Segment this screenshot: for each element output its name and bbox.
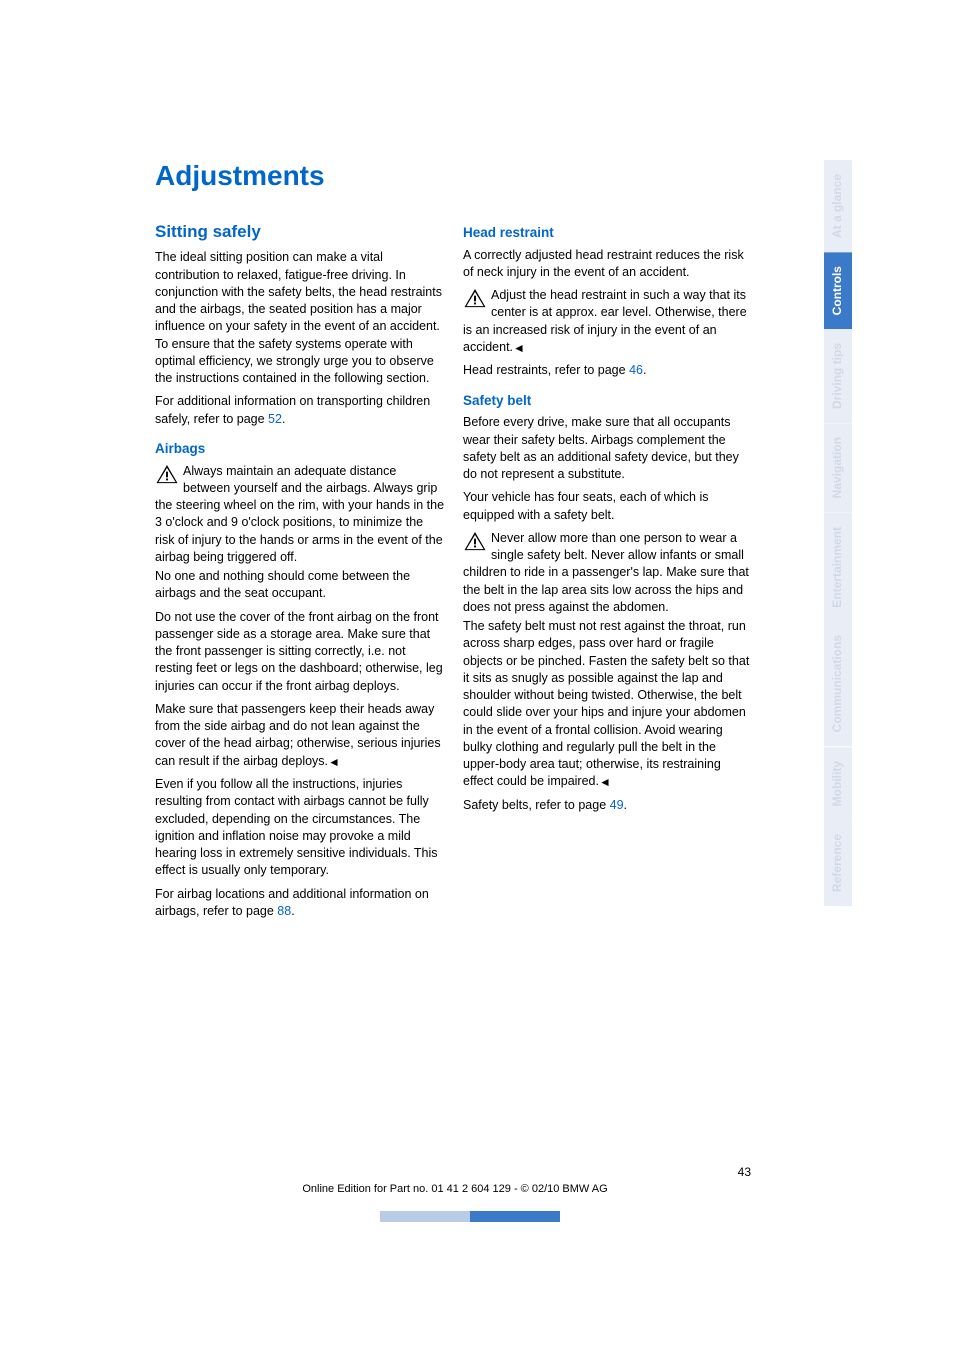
page-link[interactable]: 46: [629, 363, 643, 377]
warning-icon: [155, 464, 179, 485]
footer: 43 Online Edition for Part no. 01 41 2 6…: [155, 1165, 755, 1195]
body-text: No one and nothing should come between t…: [155, 568, 445, 603]
right-column: Head restraint A correctly adjusted head…: [463, 220, 753, 926]
page-link[interactable]: 49: [610, 798, 624, 812]
end-mark-icon: ◄: [513, 340, 525, 357]
tab-reference[interactable]: Reference: [824, 820, 852, 906]
heading-safety-belt: Safety belt: [463, 392, 753, 411]
warning-text: Adjust the head restraint in such a way …: [463, 288, 747, 354]
body-text: Do not use the cover of the front airbag…: [155, 609, 445, 695]
body-text: Make sure that passengers keep their hea…: [155, 701, 445, 770]
body-text: The safety belt must not rest against th…: [463, 618, 753, 791]
body-text: A correctly adjusted head restraint redu…: [463, 247, 753, 282]
body-text: The ideal sitting position can make a vi…: [155, 249, 445, 387]
body-text: Safety belts, refer to page 49.: [463, 797, 753, 814]
heading-airbags: Airbags: [155, 440, 445, 459]
decorative-bar: [380, 1211, 470, 1222]
text-fragment: Head restraints, refer to page: [463, 363, 629, 377]
body-text: Your vehicle has four seats, each of whi…: [463, 489, 753, 524]
warning-paragraph: Never allow more than one person to wear…: [463, 530, 753, 616]
warning-text: Never allow more than one person to wear…: [463, 531, 749, 614]
tab-at-a-glance[interactable]: At a glance: [824, 160, 852, 252]
decorative-bar: [470, 1211, 560, 1222]
side-tabs: At a glanceControlsDriving tipsNavigatio…: [824, 160, 852, 906]
left-column: Sitting safely The ideal sitting positio…: [155, 220, 445, 926]
warning-paragraph: Adjust the head restraint in such a way …: [463, 287, 753, 356]
page-number: 43: [155, 1165, 755, 1179]
warning-text: Always maintain an adequate distance bet…: [155, 464, 444, 564]
page-title: Adjustments: [155, 160, 755, 192]
tab-communications[interactable]: Communications: [824, 621, 852, 746]
tab-mobility[interactable]: Mobility: [824, 747, 852, 820]
tab-controls[interactable]: Controls: [824, 252, 852, 329]
heading-sitting-safely: Sitting safely: [155, 220, 445, 243]
text-fragment: .: [624, 798, 627, 812]
content-columns: Sitting safely The ideal sitting positio…: [155, 220, 755, 926]
body-text: For airbag locations and additional info…: [155, 886, 445, 921]
text-fragment: The safety belt must not rest against th…: [463, 619, 749, 788]
text-fragment: .: [643, 363, 646, 377]
footer-text: Online Edition for Part no. 01 41 2 604 …: [155, 1183, 755, 1195]
body-text: For additional information on transporti…: [155, 393, 445, 428]
body-text: Head restraints, refer to page 46.: [463, 362, 753, 379]
page-link[interactable]: 88: [277, 904, 291, 918]
tab-navigation[interactable]: Navigation: [824, 423, 852, 512]
tab-entertainment[interactable]: Entertainment: [824, 513, 852, 622]
end-mark-icon: ◄: [328, 754, 340, 771]
text-fragment: .: [291, 904, 294, 918]
text-fragment: .: [282, 412, 285, 426]
body-text: Even if you follow all the instructions,…: [155, 776, 445, 880]
text-fragment: Safety belts, refer to page: [463, 798, 610, 812]
text-fragment: For additional information on transporti…: [155, 394, 430, 425]
body-text: Before every drive, make sure that all o…: [463, 414, 753, 483]
end-mark-icon: ◄: [599, 774, 611, 791]
warning-paragraph: Always maintain an adequate distance bet…: [155, 463, 445, 567]
warning-icon: [463, 288, 487, 309]
text-fragment: Make sure that passengers keep their hea…: [155, 702, 441, 768]
heading-head-restraint: Head restraint: [463, 224, 753, 243]
page-link[interactable]: 52: [268, 412, 282, 426]
tab-driving-tips[interactable]: Driving tips: [824, 329, 852, 423]
warning-icon: [463, 531, 487, 552]
